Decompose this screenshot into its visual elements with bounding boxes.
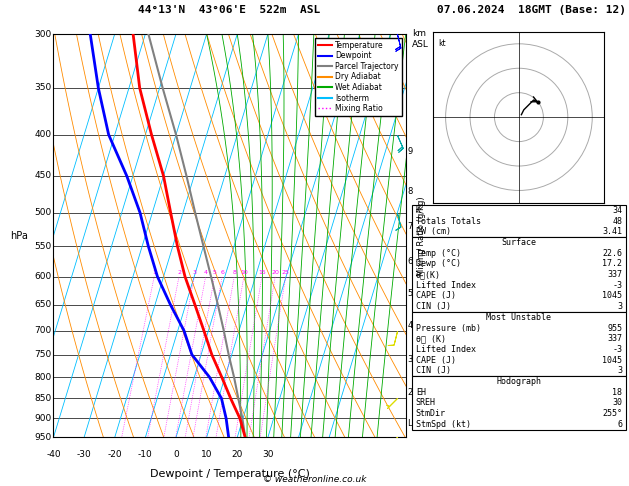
Text: 22.6: 22.6 bbox=[602, 249, 622, 258]
Text: 30: 30 bbox=[612, 399, 622, 407]
Text: PW (cm): PW (cm) bbox=[416, 227, 451, 236]
Text: -10: -10 bbox=[138, 450, 153, 459]
Text: 400: 400 bbox=[35, 130, 52, 139]
Text: 750: 750 bbox=[35, 350, 52, 359]
Text: 5: 5 bbox=[213, 270, 216, 275]
Text: CAPE (J): CAPE (J) bbox=[416, 292, 456, 300]
Text: 600: 600 bbox=[35, 272, 52, 281]
Text: 25: 25 bbox=[282, 270, 289, 275]
Text: hPa: hPa bbox=[10, 231, 28, 241]
Text: 955: 955 bbox=[607, 324, 622, 332]
Text: Dewpoint / Temperature (°C): Dewpoint / Temperature (°C) bbox=[150, 469, 309, 479]
Text: Dewp (°C): Dewp (°C) bbox=[416, 260, 461, 268]
Text: CAPE (J): CAPE (J) bbox=[416, 356, 456, 364]
Text: -20: -20 bbox=[108, 450, 122, 459]
Text: Mixing Ratio (g/kg): Mixing Ratio (g/kg) bbox=[417, 196, 426, 276]
Text: 3: 3 bbox=[617, 302, 622, 311]
Text: 850: 850 bbox=[35, 394, 52, 403]
Text: 3: 3 bbox=[617, 366, 622, 375]
Text: Hodograph: Hodograph bbox=[496, 377, 542, 386]
Text: -30: -30 bbox=[77, 450, 91, 459]
Text: 1: 1 bbox=[152, 270, 156, 275]
Text: Totals Totals: Totals Totals bbox=[416, 217, 481, 226]
Text: CIN (J): CIN (J) bbox=[416, 366, 451, 375]
Text: 2: 2 bbox=[177, 270, 181, 275]
Text: 10: 10 bbox=[240, 270, 248, 275]
Text: 6: 6 bbox=[408, 257, 413, 266]
Text: θᴄ(K): θᴄ(K) bbox=[416, 270, 441, 279]
Text: LCL: LCL bbox=[408, 418, 423, 428]
Text: Surface: Surface bbox=[501, 238, 537, 247]
Text: km
ASL: km ASL bbox=[412, 29, 429, 49]
Text: StmDir: StmDir bbox=[416, 409, 446, 418]
Text: -40: -40 bbox=[46, 450, 61, 459]
Text: 950: 950 bbox=[35, 433, 52, 442]
Text: 650: 650 bbox=[35, 300, 52, 309]
Text: 5: 5 bbox=[408, 289, 413, 298]
Text: Most Unstable: Most Unstable bbox=[486, 313, 552, 322]
Text: EH: EH bbox=[416, 388, 426, 397]
Text: -3: -3 bbox=[612, 345, 622, 354]
Text: 10: 10 bbox=[201, 450, 213, 459]
Text: 20: 20 bbox=[271, 270, 279, 275]
Text: 8: 8 bbox=[232, 270, 236, 275]
Text: © weatheronline.co.uk: © weatheronline.co.uk bbox=[263, 474, 366, 484]
Text: 350: 350 bbox=[35, 84, 52, 92]
Text: 34: 34 bbox=[612, 206, 622, 215]
Text: CIN (J): CIN (J) bbox=[416, 302, 451, 311]
Text: 4: 4 bbox=[204, 270, 208, 275]
Text: 1045: 1045 bbox=[602, 292, 622, 300]
Text: 18: 18 bbox=[612, 388, 622, 397]
Text: Pressure (mb): Pressure (mb) bbox=[416, 324, 481, 332]
Text: 500: 500 bbox=[35, 208, 52, 217]
Text: 255°: 255° bbox=[602, 409, 622, 418]
Text: 3: 3 bbox=[408, 355, 413, 364]
Text: StmSpd (kt): StmSpd (kt) bbox=[416, 420, 470, 429]
Text: 337: 337 bbox=[607, 270, 622, 279]
Text: 3.41: 3.41 bbox=[602, 227, 622, 236]
Text: 450: 450 bbox=[35, 172, 52, 180]
Text: 8: 8 bbox=[408, 187, 413, 196]
Text: Lifted Index: Lifted Index bbox=[416, 281, 476, 290]
Text: 700: 700 bbox=[35, 326, 52, 335]
Text: 17.2: 17.2 bbox=[602, 260, 622, 268]
Text: 900: 900 bbox=[35, 414, 52, 423]
Text: kt: kt bbox=[438, 39, 446, 48]
Text: θᴄ (K): θᴄ (K) bbox=[416, 334, 446, 343]
Text: 44°13'N  43°06'E  522m  ASL: 44°13'N 43°06'E 522m ASL bbox=[138, 4, 321, 15]
Text: 15: 15 bbox=[258, 270, 266, 275]
Text: 48: 48 bbox=[612, 217, 622, 226]
Legend: Temperature, Dewpoint, Parcel Trajectory, Dry Adiabat, Wet Adiabat, Isotherm, Mi: Temperature, Dewpoint, Parcel Trajectory… bbox=[314, 38, 402, 116]
Text: 30: 30 bbox=[262, 450, 274, 459]
Text: 0: 0 bbox=[173, 450, 179, 459]
Text: 3: 3 bbox=[192, 270, 196, 275]
Text: 337: 337 bbox=[607, 334, 622, 343]
Text: K: K bbox=[416, 206, 421, 215]
Text: 550: 550 bbox=[35, 242, 52, 251]
Text: Temp (°C): Temp (°C) bbox=[416, 249, 461, 258]
Text: 4: 4 bbox=[408, 321, 413, 330]
Text: 6: 6 bbox=[617, 420, 622, 429]
Text: 20: 20 bbox=[231, 450, 243, 459]
Text: 300: 300 bbox=[35, 30, 52, 38]
Text: -3: -3 bbox=[612, 281, 622, 290]
Text: 7: 7 bbox=[408, 222, 413, 231]
Text: 800: 800 bbox=[35, 373, 52, 382]
Text: Lifted Index: Lifted Index bbox=[416, 345, 476, 354]
Text: 1045: 1045 bbox=[602, 356, 622, 364]
Text: 6: 6 bbox=[220, 270, 224, 275]
Text: 9: 9 bbox=[408, 147, 413, 156]
Text: 2: 2 bbox=[408, 388, 413, 397]
Text: 07.06.2024  18GMT (Base: 12): 07.06.2024 18GMT (Base: 12) bbox=[437, 4, 626, 15]
Text: SREH: SREH bbox=[416, 399, 436, 407]
